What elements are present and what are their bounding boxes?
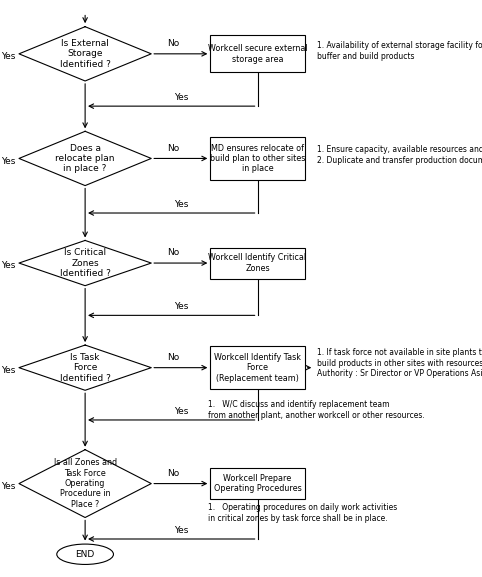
Text: Is all Zones and
Task Force
Operating
Procedure in
Place ?: Is all Zones and Task Force Operating Pr… [54, 458, 117, 509]
Ellipse shape [57, 544, 113, 564]
Text: Yes: Yes [1, 157, 16, 166]
FancyBboxPatch shape [210, 346, 305, 389]
Text: No: No [168, 144, 180, 153]
FancyBboxPatch shape [210, 468, 305, 499]
Text: Workcell Identify Critical
Zones: Workcell Identify Critical Zones [209, 253, 307, 273]
Text: MD ensures relocate of
build plan to other sites
in place: MD ensures relocate of build plan to oth… [210, 144, 305, 173]
Text: END: END [76, 550, 95, 559]
Text: Yes: Yes [1, 366, 16, 375]
Text: Yes: Yes [1, 261, 16, 271]
FancyBboxPatch shape [210, 137, 305, 179]
Text: Workcell Prepare
Operating Procedures: Workcell Prepare Operating Procedures [214, 474, 301, 493]
Text: Yes: Yes [1, 482, 16, 491]
Text: 1.   Operating procedures on daily work activities
in critical zones by task for: 1. Operating procedures on daily work ac… [208, 503, 397, 523]
Text: No: No [168, 353, 180, 362]
Text: Does a
relocate plan
in place ?: Does a relocate plan in place ? [55, 144, 115, 173]
Text: No: No [168, 39, 180, 48]
Text: 1.   W/C discuss and identify replacement team
from another plant, another workc: 1. W/C discuss and identify replacement … [208, 400, 425, 420]
Text: Yes: Yes [174, 302, 188, 312]
Text: Yes: Yes [174, 200, 188, 209]
Text: Is External
Storage
Identified ?: Is External Storage Identified ? [60, 39, 110, 69]
Text: 1. If task force not available in site plants then have plans to
build products : 1. If task force not available in site p… [317, 349, 482, 378]
Text: Workcell Identify Task
Force
(Replacement team): Workcell Identify Task Force (Replacemen… [214, 353, 301, 383]
Text: 1. Ensure capacity, available resources and gear
2. Duplicate and transfer produ: 1. Ensure capacity, available resources … [317, 145, 482, 165]
Text: Yes: Yes [174, 526, 188, 535]
FancyBboxPatch shape [210, 35, 305, 72]
Text: No: No [168, 249, 180, 257]
Text: Yes: Yes [174, 93, 188, 102]
Text: Yes: Yes [1, 52, 16, 61]
Text: 1. Availability of external storage facility for
buffer and build products: 1. Availability of external storage faci… [317, 42, 482, 61]
FancyBboxPatch shape [210, 248, 305, 279]
Text: Is Critical
Zones
Identified ?: Is Critical Zones Identified ? [60, 248, 110, 278]
Text: Yes: Yes [174, 407, 188, 416]
Text: Is Task
Force
Identified ?: Is Task Force Identified ? [60, 353, 110, 383]
Text: Workcell secure external
storage area: Workcell secure external storage area [208, 44, 308, 63]
Text: No: No [168, 469, 180, 478]
